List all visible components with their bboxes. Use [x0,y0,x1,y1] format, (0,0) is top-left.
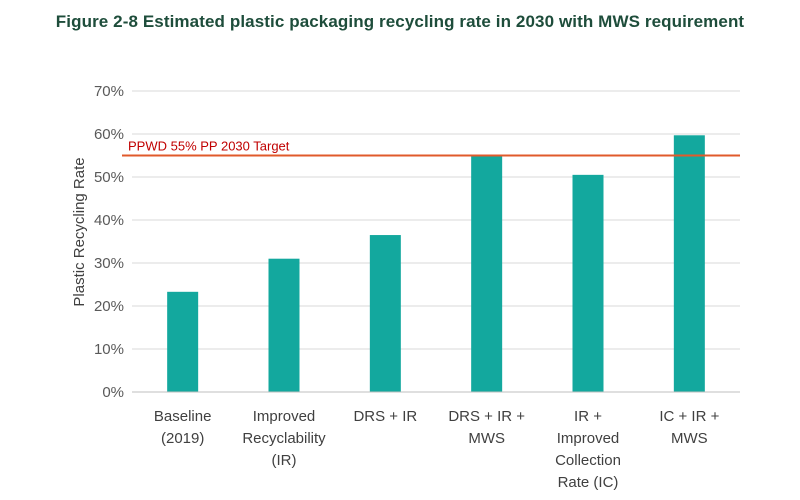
category-label: DRS + IR [353,408,417,425]
y-tick-label: 70% [94,83,124,100]
y-tick-label: 0% [102,384,124,401]
bar [167,291,199,392]
y-axis-title: Plastic Recycling Rate [71,157,88,306]
category-label: Improved Recyclability (IR) [242,408,326,469]
y-tick-label: 30% [94,255,124,272]
target-reference: PPWD 55% PP 2030 Target [122,139,740,157]
y-tick-label: 50% [94,169,124,186]
bar [572,174,604,392]
figure-title: Figure 2-8 Estimated plastic packaging r… [55,12,745,31]
y-tick-label: 10% [94,341,124,358]
bars [167,135,705,393]
y-tick-label: 60% [94,126,124,143]
target-label: PPWD 55% PP 2030 Target [128,139,290,154]
bar [471,155,503,392]
bar [268,258,300,392]
category-label: IC + IR + MWS [659,408,719,447]
y-tick-label: 20% [94,298,124,315]
gridlines [132,90,740,350]
category-label: IR + Improved Collection Rate (IC) [555,408,621,491]
y-tick-label: 40% [94,212,124,229]
bar [673,135,705,393]
y-axis-ticks: 0% 10% 20% 30% 40% 50% 60% 70% [94,83,124,401]
category-labels: Baseline (2019) Improved Recyclability (IR) D… [154,408,720,491]
bar [369,235,401,392]
category-label: Baseline (2019) [154,408,212,447]
category-label: DRS + IR + MWS [448,408,525,447]
